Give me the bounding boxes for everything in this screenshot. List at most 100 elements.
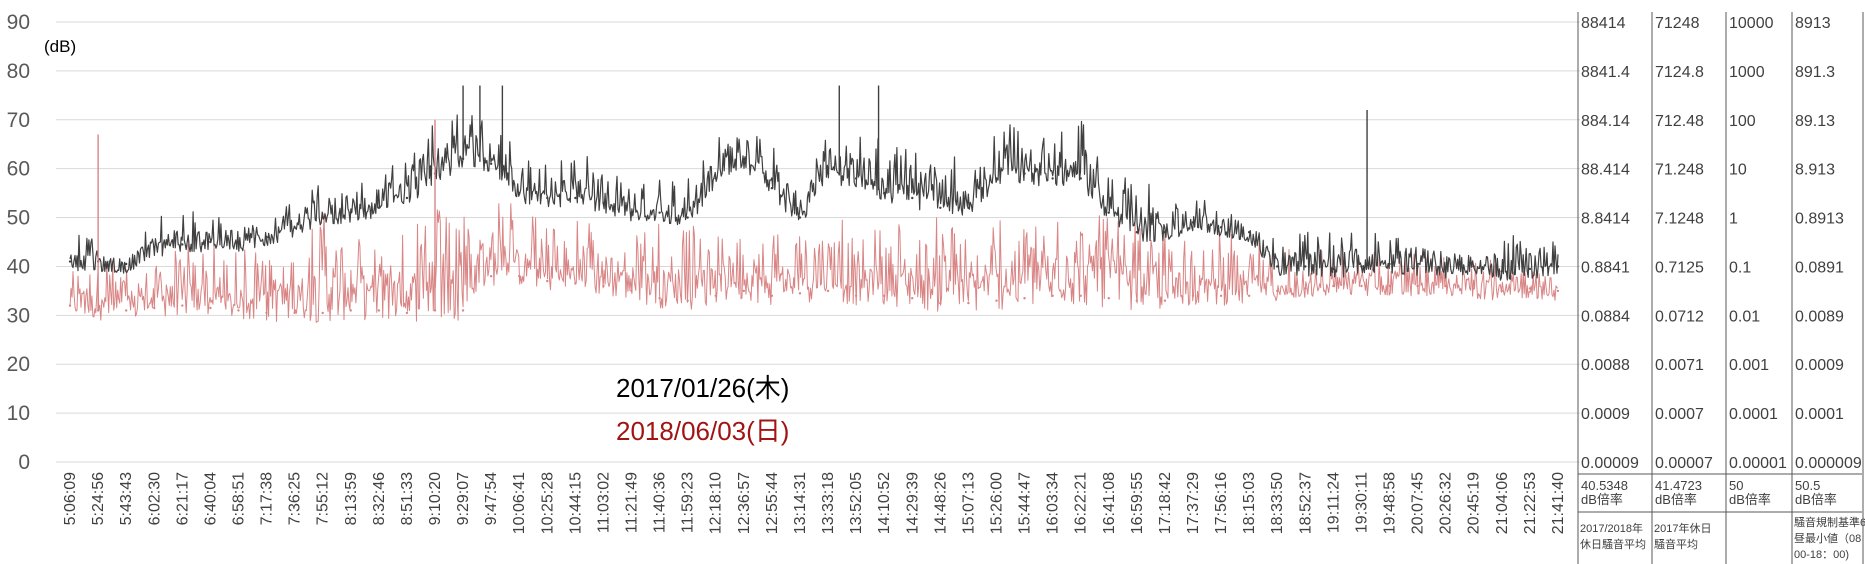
scale-tick-label: 0.001 (1729, 357, 1769, 374)
x-tick-label: 21:04:06 (1494, 472, 1511, 534)
data-point (770, 187, 774, 190)
scale-tick-label: 0.1 (1729, 259, 1751, 276)
series-line (69, 114, 1559, 281)
data-point (686, 216, 689, 219)
data-point (602, 284, 605, 288)
y-tick-label: 0 (18, 451, 30, 474)
data-point (1444, 267, 1447, 271)
scale-tick-label: 0.01 (1729, 308, 1760, 325)
data-point (293, 226, 296, 229)
data-point (181, 304, 184, 307)
data-point (714, 294, 717, 297)
y-tick-label: 60 (7, 158, 30, 181)
scale-tick-label: 10000 (1729, 15, 1774, 32)
data-point (405, 311, 409, 315)
data-point (293, 311, 296, 315)
data-point (1135, 299, 1139, 302)
data-point (630, 211, 633, 214)
data-point (1051, 177, 1054, 180)
data-point (1023, 297, 1026, 300)
data-point (237, 240, 240, 244)
x-tick-label: 21:41:40 (1550, 472, 1567, 534)
data-point (461, 309, 465, 312)
legend-series-2017: 2017/01/26(木) (616, 373, 789, 403)
x-tick-label: 13:33:18 (820, 472, 837, 534)
scale-tick-label: 0.00001 (1729, 455, 1787, 472)
series-2018 (68, 203, 1560, 323)
data-point (124, 262, 128, 266)
data-point (68, 260, 72, 263)
x-tick-label: 5:06:09 (62, 472, 79, 525)
scale-column-3: 0.00001 0.0001 0.001 0.01 0.1 1 10 100 1000 10000… (1725, 12, 1792, 564)
x-tick-label: 19:30:11 (1353, 472, 1370, 533)
x-tick-label: 16:59:55 (1129, 472, 1146, 534)
data-point (181, 243, 184, 246)
data-point (1472, 265, 1475, 268)
data-point (798, 216, 802, 219)
x-tick-label: 10:06:41 (511, 472, 528, 534)
data-point (518, 191, 521, 195)
data-point (995, 299, 998, 302)
data-point (1444, 284, 1447, 288)
y-tick-label: 80 (7, 60, 30, 83)
data-point (1360, 265, 1363, 268)
x-tick-label: 9:29:07 (455, 472, 472, 525)
x-tick-label: 10:25:28 (539, 472, 556, 534)
data-point (854, 294, 858, 297)
y-tick-label: 90 (7, 11, 30, 34)
data-point (882, 191, 886, 195)
data-point (124, 309, 128, 312)
x-tick-label: 7:17:38 (259, 472, 276, 525)
data-point (1276, 265, 1279, 268)
data-point (1528, 287, 1532, 290)
data-point (798, 292, 802, 295)
data-point (1023, 172, 1026, 175)
x-tick-label: 20:45:19 (1466, 472, 1483, 534)
x-tick-label: 6:40:04 (202, 472, 219, 525)
data-point (1500, 270, 1504, 273)
scale-tick-label: 0.0009 (1581, 406, 1630, 423)
data-point (574, 282, 577, 285)
data-point (742, 157, 746, 161)
column-value: 41.4723 (1655, 478, 1702, 493)
data-point (1079, 177, 1082, 180)
data-point (1163, 299, 1167, 302)
scale-tick-label: 0.0001 (1729, 406, 1778, 423)
scale-tick-label: 8.913 (1795, 162, 1835, 179)
x-tick-label: 15:44:47 (1017, 472, 1034, 534)
x-tick-label: 17:18:42 (1157, 472, 1174, 534)
data-point (630, 289, 633, 293)
scale-tick-label: 8841.4 (1581, 64, 1630, 81)
scale-tick-label: 0.00007 (1655, 455, 1713, 472)
scale-tick-label: 0.8841 (1581, 259, 1630, 276)
scale-tick-label: 0.0712 (1655, 308, 1704, 325)
scale-tick-label: 8913 (1795, 15, 1831, 32)
scale-tick-label: 0.0884 (1581, 308, 1630, 325)
data-point (1416, 265, 1419, 268)
data-point (1163, 231, 1167, 234)
data-point (265, 311, 268, 315)
data-point (658, 297, 661, 300)
data-point (1107, 211, 1110, 214)
data-point (1276, 289, 1279, 293)
scale-tick-label: 7124.8 (1655, 64, 1704, 81)
x-tick-label: 9:10:20 (427, 472, 444, 525)
column-caption: 2017年休日 (1654, 521, 1711, 535)
data-point (742, 289, 746, 293)
data-point (237, 309, 240, 312)
x-tick-label: 12:36:57 (736, 472, 753, 534)
column-value-label: dB倍率 (1581, 492, 1623, 507)
x-tick-label: 17:37:29 (1185, 472, 1202, 534)
x-tick-label: 19:11:24 (1325, 472, 1342, 533)
column-caption: 騒音規制基準6 (1794, 515, 1865, 529)
data-point (939, 301, 942, 305)
data-point (1191, 294, 1195, 297)
data-point (1219, 294, 1223, 297)
data-point (546, 279, 549, 283)
x-tick-label: 8:51:33 (399, 472, 416, 525)
scale-tick-label: 0.0089 (1795, 308, 1844, 325)
data-point (602, 201, 605, 205)
data-point (1416, 284, 1419, 288)
data-point (1304, 287, 1307, 290)
